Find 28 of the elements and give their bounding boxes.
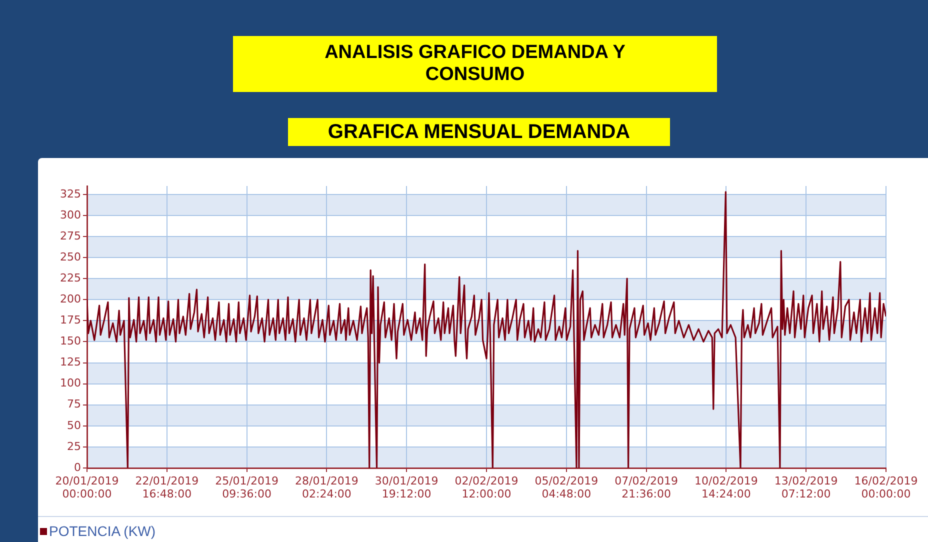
x-tick-label: 02/02/2019 12:00:00: [454, 474, 518, 501]
y-tick-label: 225: [60, 271, 81, 284]
y-tick-label: 50: [67, 418, 81, 432]
x-tick-label: 22/01/2019 16:48:00: [135, 474, 199, 501]
x-tick-label: 30/01/2019 19:12:00: [374, 474, 438, 501]
y-tick-label: 25: [67, 440, 81, 453]
y-tick-label: 175: [60, 314, 81, 327]
x-tick-label: 13/02/2019 07:12:00: [774, 474, 838, 501]
chart-title: ANALISIS GRAFICO DEMANDA Y CONSUMO: [233, 36, 717, 92]
y-tick-label: 0: [74, 460, 81, 474]
x-tick-label: 10/02/2019 14:24:00: [694, 474, 758, 501]
x-tick-label: 25/01/2019 09:36:00: [215, 474, 279, 501]
x-tick-label: 20/01/2019 00:00:00: [55, 474, 119, 501]
y-tick-label: 325: [60, 187, 81, 200]
y-tick-label: 150: [60, 334, 81, 348]
y-tick-label: 200: [60, 292, 81, 306]
y-tick-label: 125: [60, 356, 81, 369]
y-tick-label: 75: [67, 398, 81, 411]
legend-label: POTENCIA (KW): [49, 523, 156, 539]
x-tick-label: 05/02/2019 04:48:00: [534, 474, 598, 501]
x-tick-label: 16/02/2019 00:00:00: [854, 474, 918, 501]
y-tick-label: 300: [60, 208, 81, 222]
chart-subtitle: GRAFICA MENSUAL DEMANDA: [288, 118, 670, 146]
x-tick-label: 07/02/2019 21:36:00: [614, 474, 678, 501]
y-tick-label: 275: [60, 229, 81, 242]
y-tick-label: 250: [60, 250, 81, 264]
x-tick-label: 28/01/2019 02:24:00: [294, 474, 358, 501]
y-tick-label: 100: [60, 376, 81, 390]
